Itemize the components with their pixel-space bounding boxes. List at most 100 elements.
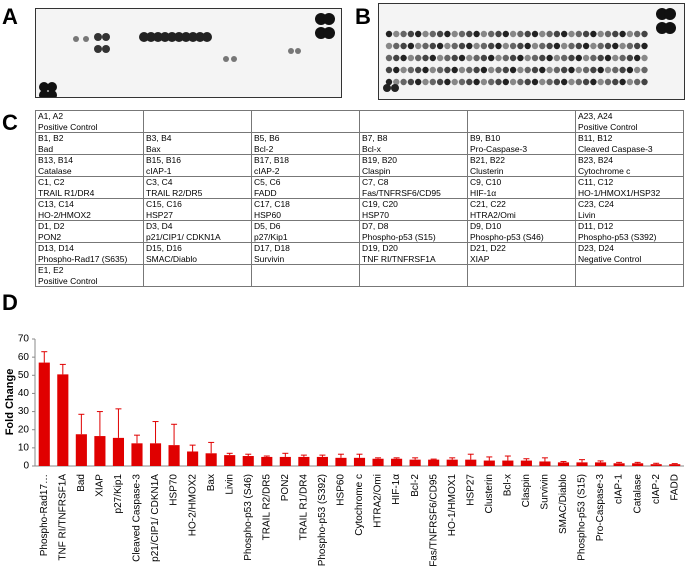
- x-tick-label: XIAP: [95, 474, 106, 497]
- x-tick-label: TRAIL R2/DR5: [261, 474, 272, 541]
- blot-dot: [524, 66, 531, 74]
- spot-position: C23, C24: [578, 199, 614, 209]
- protein-name: Bcl-x: [362, 143, 381, 154]
- blot-dot: [429, 30, 436, 38]
- table-cell: C1, C2 TRAIL R1/DR4: [35, 176, 144, 199]
- x-tick-label: HIF-1α: [391, 474, 402, 505]
- blot-dot: [415, 78, 422, 86]
- spot-position: C17, C18: [254, 199, 290, 209]
- x-tick-label: cIAP-2: [651, 474, 662, 504]
- bar: [224, 455, 236, 466]
- blot-dot: [509, 54, 517, 62]
- protein-name: HO-1/HMOX1/HSP32: [578, 187, 661, 198]
- spot-position: B11, B12: [578, 133, 613, 143]
- protein-name: Fas/TNFRSF6/CD95: [362, 187, 441, 198]
- blot-dot: [546, 30, 553, 38]
- blot-dot: [612, 30, 619, 38]
- blot-image-a: [35, 8, 342, 100]
- blot-dot: [480, 78, 488, 86]
- table-cell: D17, D18 Survivin: [251, 242, 360, 265]
- table-cell: B23, B24 Cytochrome c: [575, 154, 684, 177]
- protein-name: XIAP: [470, 253, 490, 264]
- blot-dot: [181, 32, 191, 42]
- blot-dot: [407, 30, 415, 38]
- table-cell: [467, 110, 576, 133]
- table-cell: [359, 110, 468, 133]
- blot-dot: [561, 78, 568, 86]
- blot-dot: [561, 42, 568, 50]
- table-cell: C19, C20 HSP70: [359, 198, 468, 221]
- blot-dot: [634, 78, 641, 86]
- bar: [353, 457, 366, 466]
- protein-name: TRAIL R1/DR4: [38, 187, 95, 198]
- blot-dot: [509, 66, 517, 74]
- blot-dot: [393, 66, 400, 74]
- blot-dot: [451, 78, 458, 86]
- blot-dot: [436, 42, 444, 50]
- blot-dot: [202, 32, 212, 42]
- table-cell: A23, A24 Positive Control: [575, 110, 684, 133]
- blot-dot: [582, 30, 590, 38]
- blot-dot: [568, 78, 575, 86]
- blot-dot: [495, 30, 502, 38]
- blot-dot: [597, 78, 604, 86]
- spot-position: B19, B20: [362, 155, 397, 165]
- bar: [632, 463, 644, 466]
- blot-dot: [597, 66, 604, 74]
- bar: [391, 458, 403, 466]
- blot-dot: [47, 82, 57, 92]
- blot-dot: [466, 42, 473, 50]
- blot-dot: [407, 78, 415, 86]
- blot-dot: [495, 78, 502, 86]
- blot-dot: [473, 42, 480, 50]
- table-cell: [251, 110, 360, 133]
- blot-dot: [539, 78, 546, 86]
- blot-dot: [539, 30, 546, 38]
- x-tick-label: SMAC/Diablo: [558, 474, 569, 534]
- blot-dot: [612, 66, 619, 74]
- table-row: C1, C2 TRAIL R1/DR4 C3, C4 TRAIL R2/DR5 C5, …: [35, 176, 684, 199]
- table-cell: B3, B4 Bax: [143, 132, 252, 155]
- blot-dot: [488, 30, 495, 38]
- blot-dot: [590, 42, 597, 50]
- bar: [279, 456, 291, 466]
- table-cell: E1, E2 Positive Control: [35, 264, 144, 287]
- blot-dot: [619, 42, 626, 50]
- bar: [409, 459, 421, 466]
- blot-dot: [619, 78, 626, 86]
- protein-name: TRAIL R2/DR5: [146, 187, 203, 198]
- blot-dot: [429, 78, 436, 86]
- protein-name: HTRA2/Omi: [470, 209, 516, 220]
- spot-position: B17, B18: [254, 155, 289, 165]
- table-row: B1, B2 Bad B3, B4 Bax B5, B6 Bcl-2 B7, B8 Bcl-x…: [35, 132, 684, 155]
- blot-dot: [385, 42, 393, 50]
- blot-dot: [153, 32, 163, 42]
- spot-position: C11, C12: [578, 177, 614, 187]
- x-tick-label: Pro-Caspase-3: [595, 474, 606, 542]
- table-cell: B9, B10 Pro-Caspase-3: [467, 132, 576, 155]
- x-tick-label: PON2: [280, 474, 291, 502]
- protein-name: HSP27: [146, 209, 173, 220]
- bar: [557, 462, 570, 466]
- bar-chart: Fold Change 0 10 20 30 40 50 60 70 Phospho-Rad17……: [4, 334, 684, 567]
- blot-dot: [612, 54, 619, 62]
- protein-name: Phospho-p53 (S15): [362, 231, 436, 242]
- protein-name: Pro-Caspase-3: [470, 143, 528, 154]
- table-cell: C9, C10 HIF-1α: [467, 176, 576, 199]
- spot-position: A1, A2: [38, 111, 64, 121]
- blot-dot: [553, 66, 561, 74]
- blot-dot: [502, 66, 509, 74]
- blot-dot: [517, 30, 524, 38]
- table-cell: D19, D20 TNF RI/TNFRSF1A: [359, 242, 468, 265]
- x-tick-label: Phospho-p53 (S15): [577, 474, 588, 561]
- blot-dot: [385, 30, 393, 38]
- blot-dot: [531, 78, 539, 86]
- blot-dot: [641, 54, 648, 62]
- protein-name: HO-2/HMOX2: [38, 209, 91, 220]
- table-cell: [467, 264, 576, 287]
- blot-dot: [480, 54, 488, 62]
- blot-dot: [444, 54, 451, 62]
- x-tick-label: Bax: [206, 474, 217, 491]
- blot-dot: [517, 54, 524, 62]
- blot-dot: [568, 66, 575, 74]
